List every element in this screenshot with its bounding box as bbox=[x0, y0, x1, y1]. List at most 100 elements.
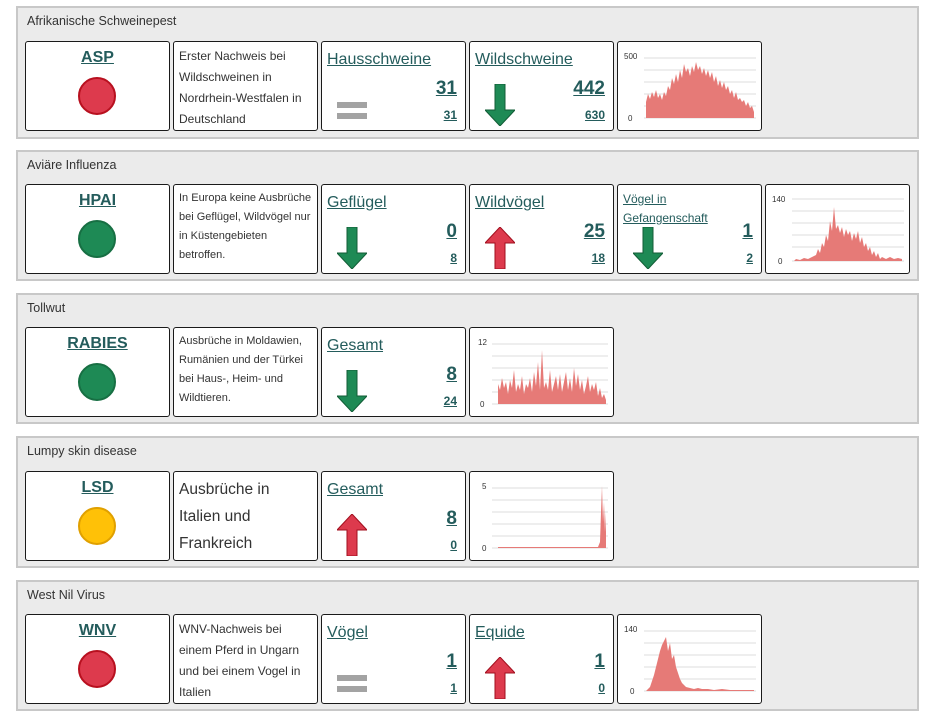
disease-code-link[interactable]: LSD bbox=[81, 479, 114, 496]
trend-chart: 500 0 bbox=[624, 52, 756, 123]
description-text: Ausbrüche in Italien und Frankreich bbox=[179, 481, 270, 552]
stat-current-value[interactable]: 1 bbox=[446, 651, 457, 672]
stat-previous-value[interactable]: 24 bbox=[443, 394, 457, 408]
stat-previous-value[interactable]: 0 bbox=[450, 538, 457, 552]
stat-title-link[interactable]: Geflügel bbox=[327, 194, 387, 211]
chart-ymax-label: 5 bbox=[482, 482, 487, 491]
chart-card: 12 0 bbox=[469, 327, 614, 417]
stat-card-gesamt: Gesamt 8 0 bbox=[321, 471, 466, 561]
status-indicator bbox=[78, 507, 116, 545]
trend-chart: 5 0 bbox=[482, 482, 608, 553]
stat-current-value[interactable]: 25 bbox=[583, 221, 605, 242]
stat-card-gefangenschaft: Vögel in Gefangenschaft 1 2 bbox=[617, 184, 762, 274]
chart-area bbox=[498, 486, 606, 548]
chart-ymax-label: 140 bbox=[772, 195, 786, 204]
equal-icon bbox=[337, 675, 367, 692]
chart-ymin-label: 0 bbox=[778, 257, 783, 266]
stat-card-gesamt: Gesamt 8 24 bbox=[321, 327, 466, 417]
stat-current-value[interactable]: 8 bbox=[446, 364, 457, 385]
chart-card: 5 0 bbox=[469, 471, 614, 561]
section-title: Aviäre Influenza bbox=[27, 158, 117, 172]
arrow-down-icon bbox=[337, 370, 367, 412]
stat-previous-value[interactable]: 18 bbox=[591, 251, 605, 265]
status-indicator bbox=[78, 363, 116, 401]
arrow-down-icon bbox=[633, 227, 663, 269]
trend-chart: 12 0 bbox=[478, 338, 608, 409]
description-text: Erster Nachweis bei Wildschweinen in Nor… bbox=[179, 49, 302, 126]
stat-card-wildvoegel: Wildvögel 25 18 bbox=[469, 184, 614, 274]
section-title: Afrikanische Schweinepest bbox=[27, 14, 177, 28]
arrow-up-icon bbox=[485, 657, 515, 699]
stat-previous-value[interactable]: 1 bbox=[450, 681, 457, 695]
description-card: Erster Nachweis bei Wildschweinen in Nor… bbox=[173, 41, 318, 131]
section-title: Tollwut bbox=[27, 301, 66, 315]
section-lsd: Lumpy skin disease LSD Ausbrüche in Ital… bbox=[16, 436, 919, 568]
stat-current-value[interactable]: 1 bbox=[742, 221, 753, 242]
stat-previous-value[interactable]: 0 bbox=[598, 681, 605, 695]
status-indicator bbox=[78, 220, 116, 258]
chart-area bbox=[646, 62, 754, 118]
chart-ymax-label: 12 bbox=[478, 338, 487, 347]
code-card: ASP bbox=[25, 41, 170, 131]
description-text: In Europa keine Ausbrüche bei Geflügel, … bbox=[179, 192, 312, 261]
stat-current-value[interactable]: 1 bbox=[594, 651, 605, 672]
stat-previous-value[interactable]: 31 bbox=[443, 108, 457, 122]
stat-title-link[interactable]: Wildvögel bbox=[475, 194, 545, 211]
arrow-up-icon bbox=[485, 227, 515, 269]
chart-card: 140 0 bbox=[765, 184, 910, 274]
trend-chart: 140 0 bbox=[624, 625, 756, 696]
stat-title-link[interactable]: Vögel in Gefangenschaft bbox=[623, 192, 708, 225]
section-wnv: West Nil Virus WNV WNV-Nachweis bei eine… bbox=[16, 580, 919, 711]
stat-card-voegel: Vögel 1 1 bbox=[321, 614, 466, 704]
stat-title-link[interactable]: Wildschweine bbox=[475, 51, 573, 68]
description-card: WNV-Nachweis bei einem Pferd in Ungarn u… bbox=[173, 614, 318, 704]
chart-area bbox=[794, 207, 902, 261]
chart-ymin-label: 0 bbox=[630, 687, 635, 696]
trend-chart: 140 0 bbox=[772, 195, 904, 266]
arrow-down-icon bbox=[337, 227, 367, 269]
stat-current-value[interactable]: 31 bbox=[435, 78, 457, 99]
description-card: In Europa keine Ausbrüche bei Geflügel, … bbox=[173, 184, 318, 274]
stat-card-gefluegel: Geflügel 0 8 bbox=[321, 184, 466, 274]
stat-card-wildschweine: Wildschweine 442 630 bbox=[469, 41, 614, 131]
description-text: Ausbrüche in Moldawien, Rumänien und der… bbox=[179, 335, 303, 404]
disease-code-link[interactable]: HPAI bbox=[78, 192, 117, 209]
stat-title-link[interactable]: Gesamt bbox=[327, 337, 384, 354]
stat-current-value[interactable]: 8 bbox=[446, 508, 457, 529]
stat-previous-value[interactable]: 8 bbox=[450, 251, 457, 265]
description-card: Ausbrüche in Italien und Frankreich bbox=[173, 471, 318, 561]
stat-card-equide: Equide 1 0 bbox=[469, 614, 614, 704]
disease-code-link[interactable]: ASP bbox=[81, 49, 114, 66]
equal-icon bbox=[337, 102, 367, 119]
arrow-down-icon bbox=[485, 84, 515, 126]
stat-previous-value[interactable]: 2 bbox=[746, 251, 753, 265]
stat-title-link[interactable]: Hausschweine bbox=[327, 51, 432, 68]
chart-card: 140 0 bbox=[617, 614, 762, 704]
stat-title-link[interactable]: Gesamt bbox=[327, 481, 384, 498]
stat-current-value[interactable]: 442 bbox=[573, 78, 605, 99]
chart-area bbox=[498, 350, 606, 404]
section-hpai: Aviäre Influenza HPAI In Europa keine Au… bbox=[16, 150, 919, 281]
chart-area bbox=[646, 637, 754, 691]
stat-current-value[interactable]: 0 bbox=[446, 221, 457, 242]
code-card: RABIES bbox=[25, 327, 170, 417]
stat-card-hausschweine: Hausschweine 31 31 bbox=[321, 41, 466, 131]
section-asp: Afrikanische Schweinepest ASP Erster Nac… bbox=[16, 6, 919, 139]
arrow-up-icon bbox=[337, 514, 367, 556]
chart-ymax-label: 500 bbox=[624, 52, 638, 61]
stat-title-link[interactable]: Equide bbox=[475, 624, 525, 641]
section-title: Lumpy skin disease bbox=[27, 444, 137, 458]
status-indicator bbox=[78, 77, 116, 115]
section-title: West Nil Virus bbox=[27, 588, 106, 602]
disease-code-link[interactable]: RABIES bbox=[67, 335, 128, 352]
chart-ymin-label: 0 bbox=[482, 544, 487, 553]
chart-card: 500 0 bbox=[617, 41, 762, 131]
stat-previous-value[interactable]: 630 bbox=[584, 108, 605, 122]
description-card: Ausbrüche in Moldawien, Rumänien und der… bbox=[173, 327, 318, 417]
section-rabies: Tollwut RABIES Ausbrüche in Moldawien, R… bbox=[16, 293, 919, 424]
disease-code-link[interactable]: WNV bbox=[78, 622, 117, 639]
code-card: WNV bbox=[25, 614, 170, 704]
code-card: HPAI bbox=[25, 184, 170, 274]
stat-title-link[interactable]: Vögel bbox=[327, 624, 368, 641]
code-card: LSD bbox=[25, 471, 170, 561]
